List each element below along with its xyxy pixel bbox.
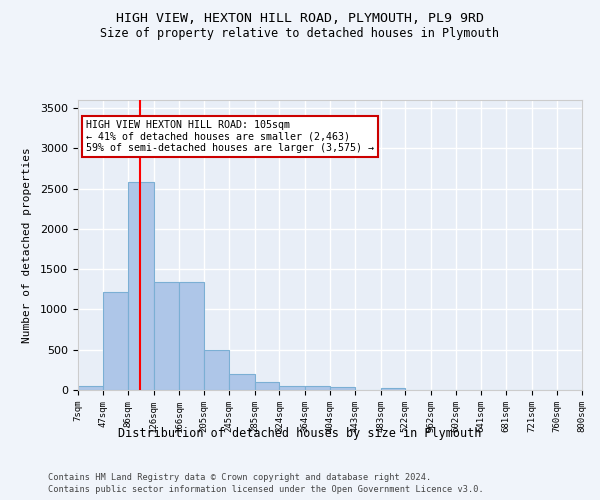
Text: Contains HM Land Registry data © Crown copyright and database right 2024.: Contains HM Land Registry data © Crown c… bbox=[48, 472, 431, 482]
Bar bbox=[305, 386, 331, 390]
Bar bbox=[154, 282, 179, 390]
Text: Contains public sector information licensed under the Open Government Licence v3: Contains public sector information licen… bbox=[48, 485, 484, 494]
Bar bbox=[380, 388, 406, 390]
Y-axis label: Number of detached properties: Number of detached properties bbox=[22, 147, 32, 343]
Bar bbox=[331, 387, 355, 390]
Bar bbox=[128, 182, 154, 390]
Bar bbox=[204, 350, 229, 390]
Bar bbox=[229, 374, 254, 390]
Bar bbox=[280, 386, 305, 390]
Bar bbox=[179, 282, 204, 390]
Text: HIGH VIEW HEXTON HILL ROAD: 105sqm
← 41% of detached houses are smaller (2,463)
: HIGH VIEW HEXTON HILL ROAD: 105sqm ← 41%… bbox=[86, 120, 374, 154]
Text: Distribution of detached houses by size in Plymouth: Distribution of detached houses by size … bbox=[118, 428, 482, 440]
Bar bbox=[103, 292, 128, 390]
Text: Size of property relative to detached houses in Plymouth: Size of property relative to detached ho… bbox=[101, 28, 499, 40]
Bar bbox=[254, 382, 280, 390]
Bar bbox=[78, 386, 103, 390]
Text: HIGH VIEW, HEXTON HILL ROAD, PLYMOUTH, PL9 9RD: HIGH VIEW, HEXTON HILL ROAD, PLYMOUTH, P… bbox=[116, 12, 484, 26]
